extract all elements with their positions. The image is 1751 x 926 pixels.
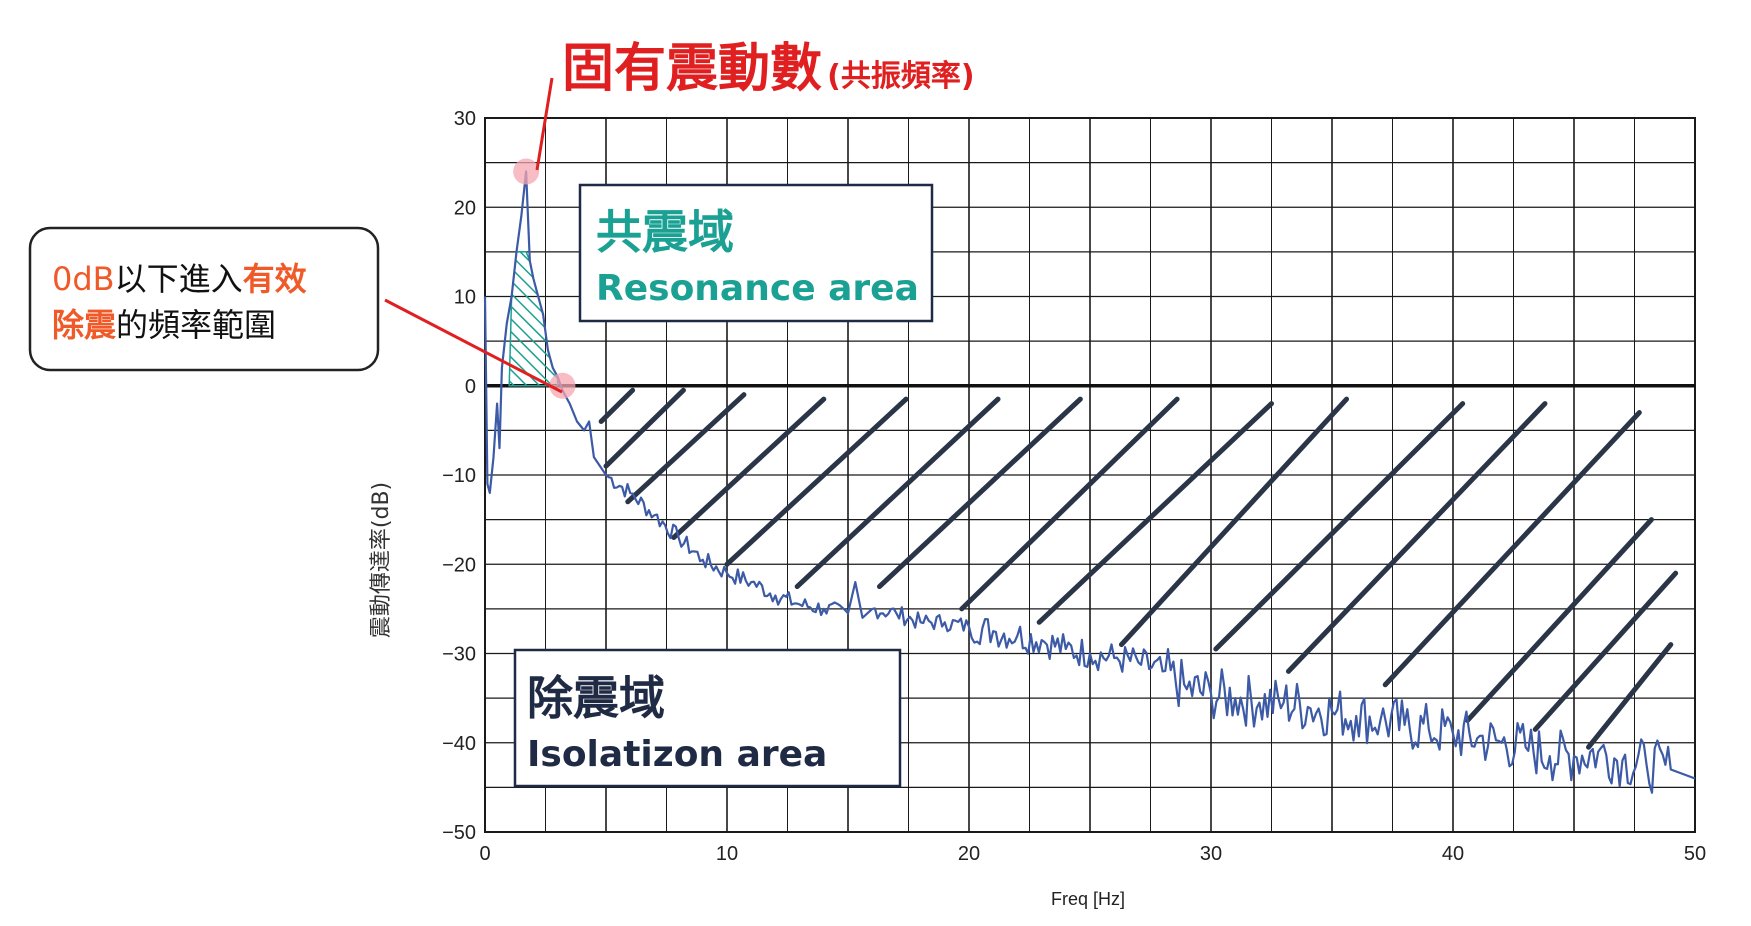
callout-freq-range: 的頻率範圍: [116, 306, 276, 344]
isolation-hatch-stroke: [1213, 401, 1466, 652]
transmissibility-series-line: [483, 170, 1696, 794]
isolation-hatch-stroke: [794, 396, 1001, 590]
x-tick-label: 50: [1684, 843, 1706, 865]
y-tick-label: −40: [442, 733, 476, 755]
tick-labels: 0 10 20 30 40 50 30 20 10 0 −10 −20 −30 −40 −50: [442, 108, 1706, 865]
y-tick-label: −10: [442, 465, 476, 487]
callout-line1: 0dB以下進入有效: [52, 260, 307, 298]
isolation-hatch-stroke: [603, 387, 686, 469]
callout-effective: 有效: [243, 260, 307, 298]
chart-title: 固有震動數 (共振頻率): [562, 39, 975, 99]
x-tick-label: 40: [1442, 843, 1464, 865]
marker-layer: [513, 158, 576, 399]
zero-db-crossing-marker: [549, 372, 576, 399]
y-tick-label: 20: [454, 197, 476, 219]
isolation-hatch-stroke: [1036, 401, 1274, 625]
isolation-hatch: [598, 387, 1679, 750]
chart-title-suffix: (共振頻率): [827, 59, 974, 94]
x-tick-label: 20: [958, 843, 980, 865]
y-tick-label: −30: [442, 644, 476, 666]
isolation-hatch-stroke: [625, 392, 747, 505]
callout-isolation: 除震: [52, 306, 117, 344]
resonance-peak-marker: [513, 158, 540, 185]
y-tick-label: −50: [442, 822, 476, 844]
resonance-area-title: 共震域: [596, 205, 734, 259]
isolation-hatch-stroke: [876, 396, 1083, 590]
isolation-hatch-stroke: [1285, 401, 1548, 674]
callout-below-enter: 以下進入: [115, 260, 243, 298]
isolation-hatch-stroke: [1532, 570, 1679, 732]
isolation-hatch-stroke: [1586, 642, 1674, 750]
resonance-area-box: 共震域 Resonance area: [578, 183, 934, 323]
y-tick-label: 0: [465, 376, 476, 398]
isolation-hatch-stroke: [598, 387, 636, 424]
callout-box: 0dB以下進入有效 除震的頻率範圍: [28, 226, 380, 372]
isolation-area-box: 除震域 Isolatizon area: [513, 648, 902, 788]
isolation-hatch-stroke: [1118, 396, 1350, 648]
x-tick-label: 30: [1200, 843, 1222, 865]
y-tick-label: 10: [454, 287, 476, 309]
isolation-hatch-stroke: [1465, 517, 1654, 723]
title-leader-line: [535, 77, 554, 171]
isolation-hatch-stroke: [959, 396, 1180, 612]
x-tick-label: 0: [479, 843, 490, 865]
resonance-area-subtitle: Resonance area: [596, 268, 919, 309]
isolation-area-subtitle: Isolatizon area: [527, 734, 827, 775]
chart-title-main: 固有震動數: [562, 39, 822, 99]
callout-0db: 0dB: [52, 260, 115, 298]
y-axis-label: 震動傳達率(dB): [369, 482, 394, 638]
isolation-hatch-stroke: [724, 396, 909, 567]
plot-frame: [484, 117, 1696, 833]
y-tick-label: −20: [442, 554, 476, 576]
x-tick-label: 10: [716, 843, 738, 865]
x-axis-label: Freq [Hz]: [1051, 889, 1125, 909]
isolation-hatch-stroke: [671, 396, 827, 540]
isolation-hatch-stroke: [1382, 410, 1642, 688]
callout-line2: 除震的頻率範圍: [52, 306, 276, 344]
series-layer: [483, 170, 1696, 794]
isolation-area-title: 除震域: [527, 671, 665, 725]
y-tick-label: 30: [454, 108, 476, 130]
callout-leader-line: [384, 298, 563, 394]
